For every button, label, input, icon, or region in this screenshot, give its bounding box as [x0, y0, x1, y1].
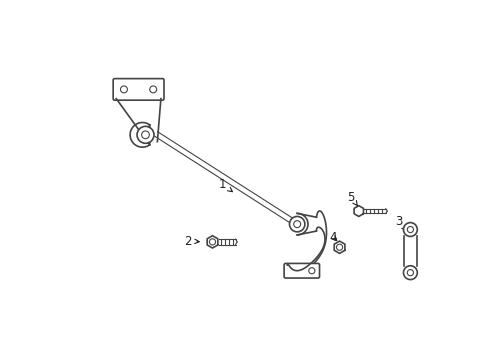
Circle shape	[336, 244, 342, 250]
Circle shape	[137, 126, 154, 143]
Text: 1: 1	[218, 177, 232, 192]
Text: 5: 5	[346, 191, 357, 206]
Circle shape	[293, 221, 300, 228]
Circle shape	[142, 131, 149, 139]
FancyBboxPatch shape	[284, 264, 319, 278]
Circle shape	[407, 270, 413, 276]
Circle shape	[149, 86, 156, 93]
Circle shape	[120, 86, 127, 93]
Circle shape	[209, 239, 215, 245]
Text: 2: 2	[183, 235, 199, 248]
FancyBboxPatch shape	[113, 78, 163, 100]
Circle shape	[308, 267, 314, 274]
Circle shape	[403, 222, 416, 237]
Circle shape	[407, 226, 413, 233]
Circle shape	[403, 266, 416, 280]
Text: 3: 3	[394, 215, 407, 231]
Text: 4: 4	[329, 231, 336, 244]
Circle shape	[289, 216, 305, 232]
